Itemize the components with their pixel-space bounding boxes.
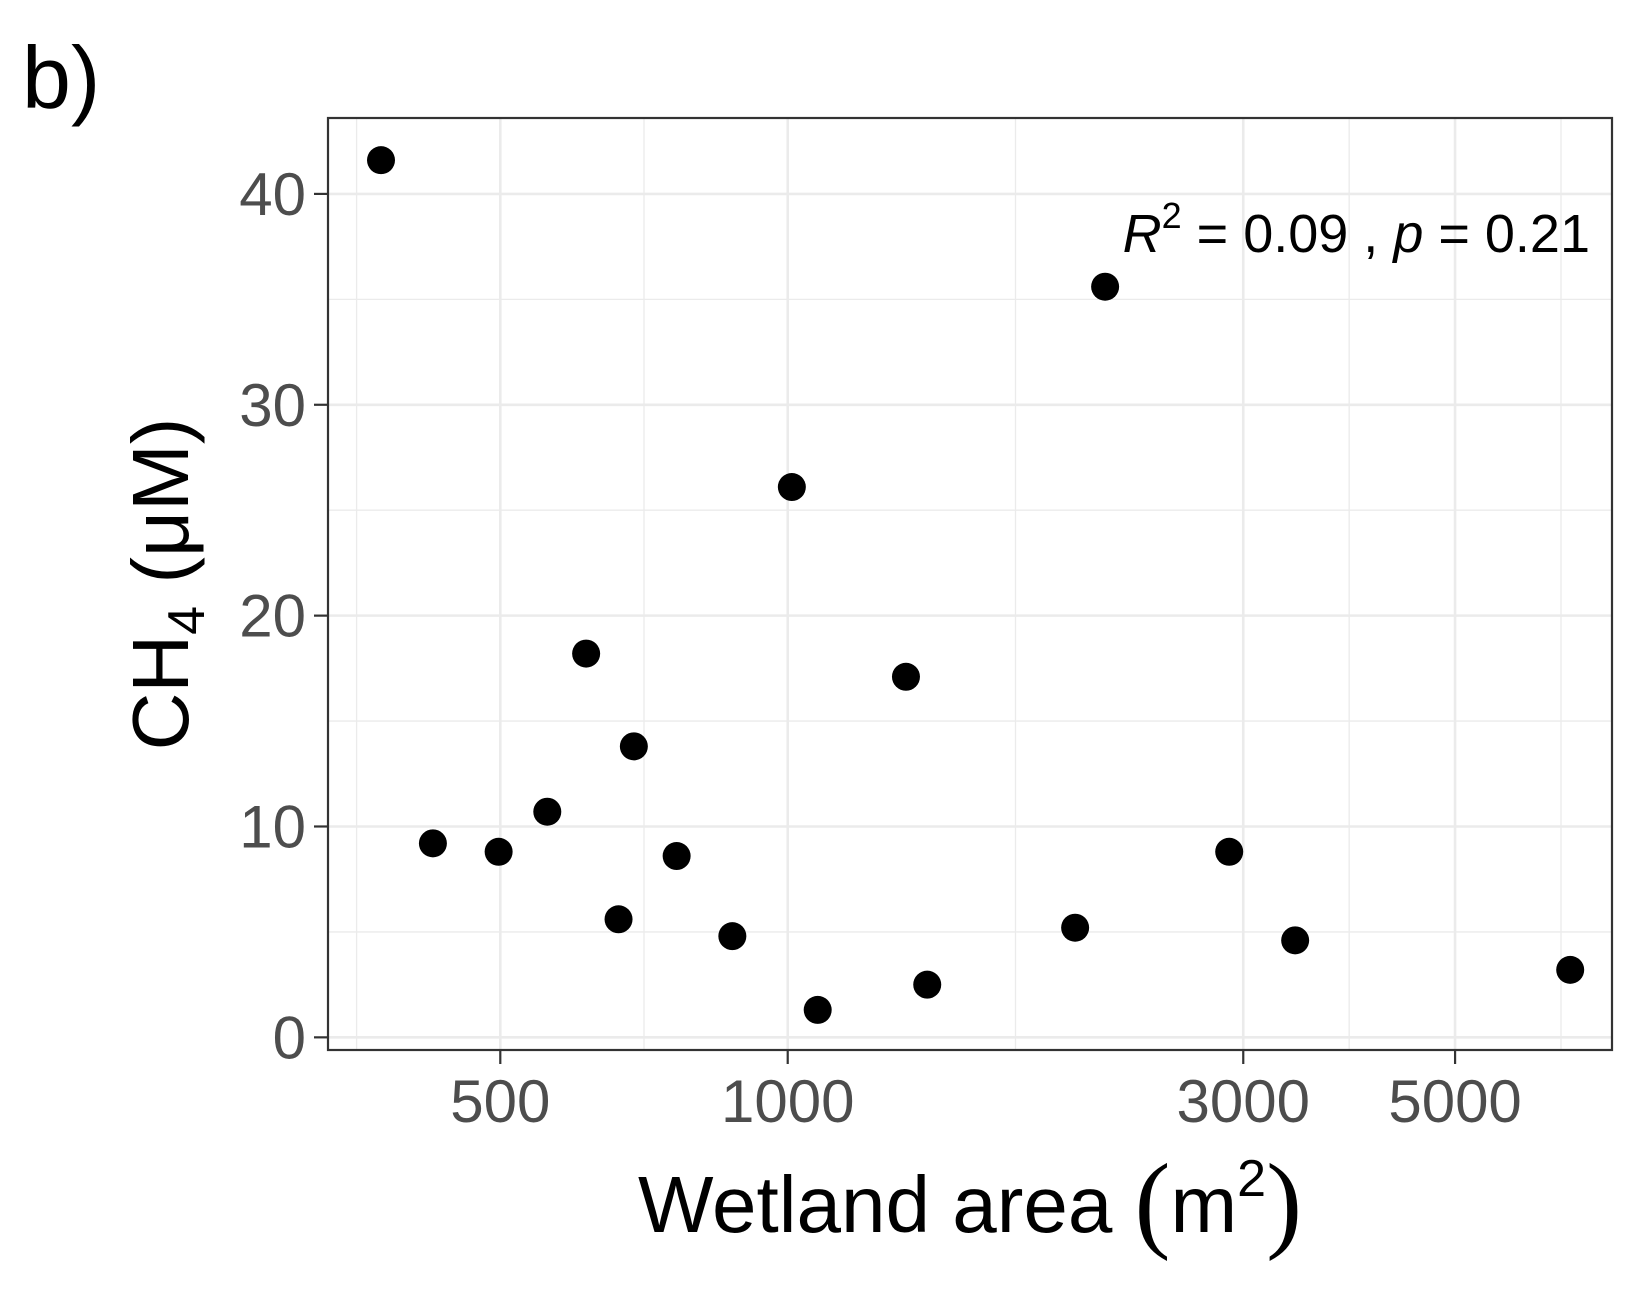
y-tick-label: 10 — [239, 793, 306, 860]
y-tick-label: 40 — [239, 161, 306, 228]
gridlines — [328, 118, 1612, 1050]
data-point — [891, 662, 920, 691]
y-axis-title: CH4 (μM) — [116, 418, 216, 751]
x-tick-label: 1000 — [721, 1068, 854, 1135]
y-tick-label: 30 — [239, 372, 306, 439]
data-point — [1091, 272, 1120, 301]
x-axis-title: Wetland area (m2) — [638, 1143, 1302, 1262]
plot-area: 500 1000 3000 5000 0 10 20 30 40 — [239, 116, 1614, 1135]
data-point — [718, 922, 747, 951]
plot-frame — [326, 116, 1614, 1052]
y-tick-label: 20 — [239, 583, 306, 650]
data-point — [604, 905, 633, 934]
data-point — [619, 732, 648, 761]
data-point — [777, 473, 806, 502]
axis-ticks: 500 1000 3000 5000 0 10 20 30 40 — [239, 161, 1522, 1135]
data-point — [913, 970, 942, 999]
data-point — [1061, 913, 1090, 942]
data-point — [1281, 926, 1310, 955]
x-tick-label: 3000 — [1177, 1068, 1310, 1135]
data-point — [803, 995, 832, 1024]
data-point — [572, 639, 601, 668]
data-point — [533, 797, 562, 826]
panel-label: b) — [22, 28, 100, 127]
x-tick-label: 500 — [450, 1068, 550, 1135]
regression-annotation: R2 = 0.09 , p = 0.21 — [1123, 195, 1590, 264]
data-point — [367, 146, 396, 175]
data-point — [1215, 837, 1244, 866]
y-tick-label: 0 — [273, 1004, 306, 1071]
data-points — [367, 146, 1585, 1024]
data-point — [418, 829, 447, 858]
data-point — [484, 837, 513, 866]
data-point — [662, 842, 691, 871]
x-tick-label: 5000 — [1388, 1068, 1521, 1135]
data-point — [1556, 955, 1585, 984]
